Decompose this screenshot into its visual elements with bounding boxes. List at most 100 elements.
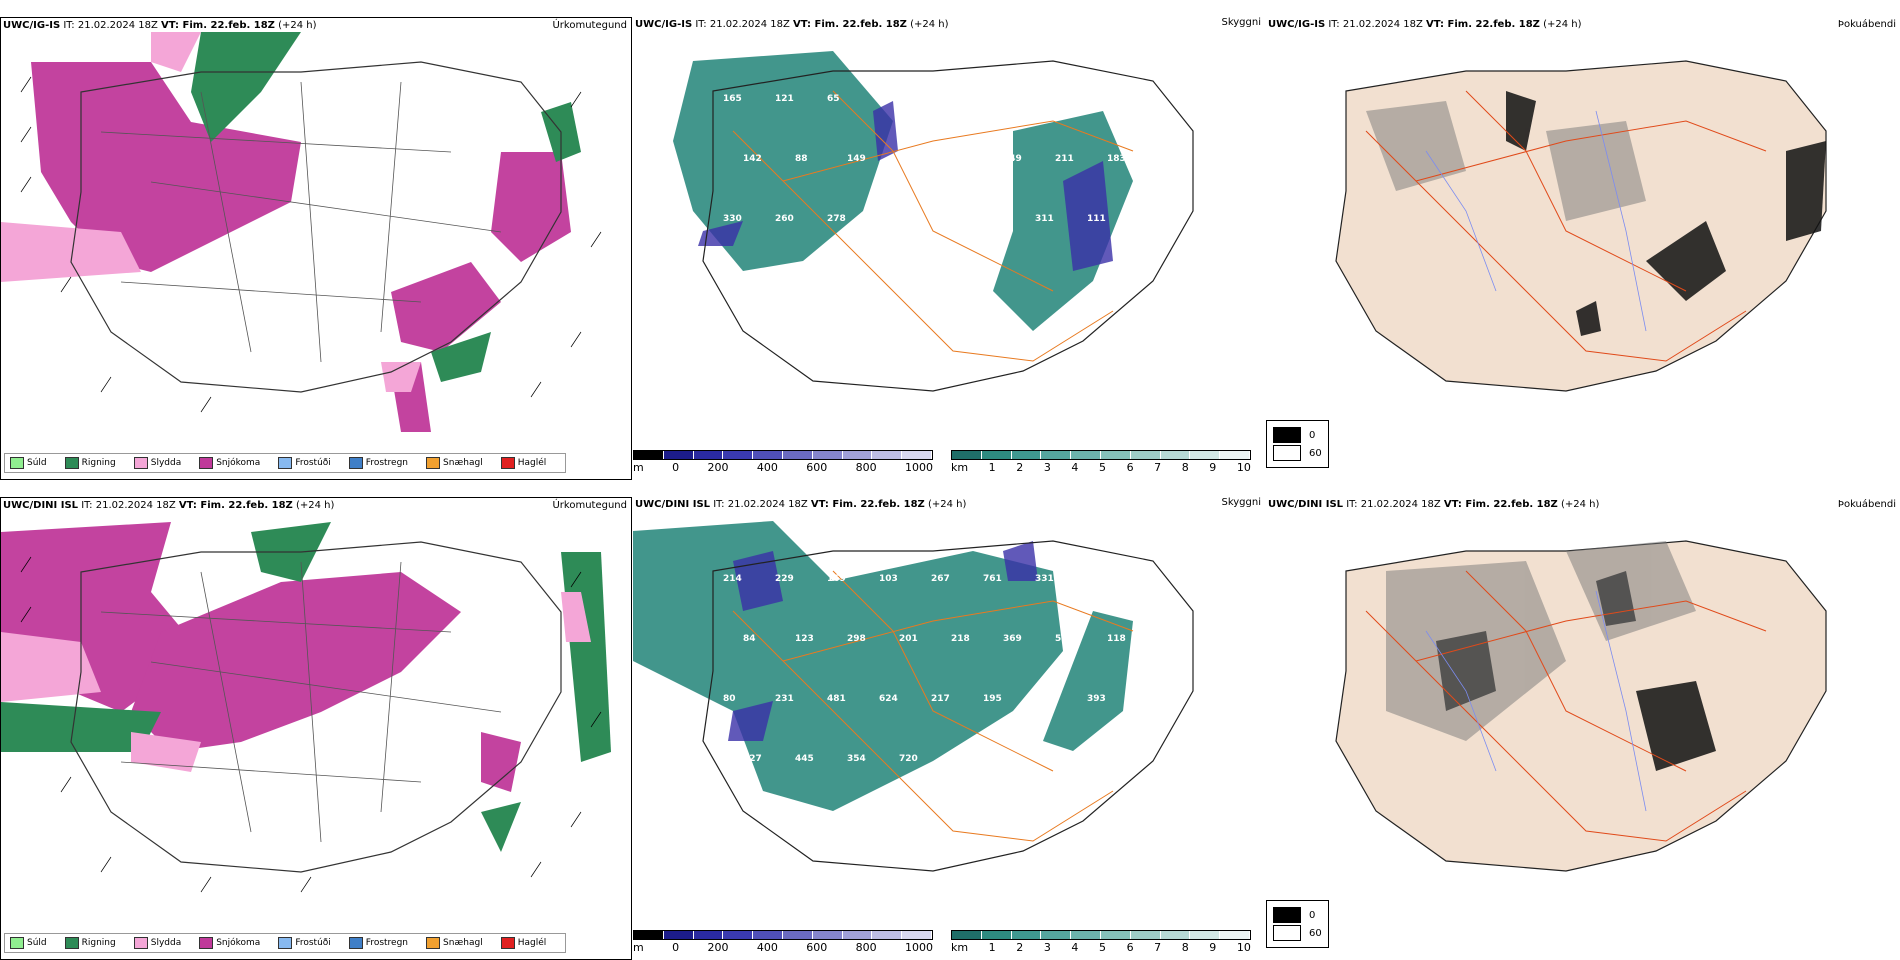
legend-swatch xyxy=(10,457,24,469)
legend-item: Frostúði xyxy=(278,457,331,469)
cloud-base-label: 354 xyxy=(847,754,866,764)
cbar-km-top: km 1 2 3 4 5 6 7 8 9 10 xyxy=(951,450,1251,474)
fog-header-top: UWC/IG-IS IT: 21.02.2024 18Z VT: Fim. 22… xyxy=(1268,19,1582,30)
cloud-base-label: 165 xyxy=(931,94,950,104)
legend-swatch xyxy=(64,937,79,949)
cloud-base-label: 218 xyxy=(795,274,814,284)
cloud-map-top: 165 121 65 251 165 257 124 273 142 88 149 209 299 249… xyxy=(673,51,1194,392)
cloud-panel-top: UWC/IG-IS IT: 21.02.2024 18Z VT: Fim. 22… xyxy=(633,17,1265,480)
cloud-base-label: 142 xyxy=(743,154,762,164)
legend-item: Haglél xyxy=(500,937,546,949)
cbar-m-bottom: m 0 200 400 600 800 1000 xyxy=(633,930,933,954)
cloud-base-label: 227 xyxy=(743,754,762,764)
legend-swatch xyxy=(199,457,214,469)
cloud-base-label: 195 xyxy=(983,694,1002,704)
cloud-labels-top: 165 121 65 251 165 257 124 273 142 88 149 209 299 249… xyxy=(723,94,1126,284)
cloud-labels-bottom: 214 229 169 103 267 761 331 327 84 123 298 201 218 36… xyxy=(723,574,1126,764)
precip-map-bottom xyxy=(1,522,611,893)
cloud-base-label: 278 xyxy=(827,214,846,224)
fog-legend-item: 0 xyxy=(1273,907,1322,923)
cbar-m-ticks: m 0 200 400 600 800 1000 xyxy=(633,461,933,474)
legend-item: Snæhagl xyxy=(426,457,483,469)
cloud-base-label: 86 xyxy=(879,214,892,224)
cloud-base-label: 369 xyxy=(1003,634,1022,644)
cloud-base-label: 327 xyxy=(1087,574,1106,584)
fog-legend-swatch xyxy=(1273,925,1301,941)
precip-header-bottom: UWC/DINI ISL IT: 21.02.2024 18Z VT: Fim.… xyxy=(3,500,335,511)
cloud-base-label: 80 xyxy=(723,694,736,704)
cloud-base-label: 183 xyxy=(1107,154,1126,164)
cbar-m-top: m 0 200 400 600 800 1000 xyxy=(633,450,933,474)
legend-item: Snæhagl xyxy=(426,937,483,949)
legend-item: Frostregn xyxy=(348,937,408,949)
legend-item: Slydda xyxy=(133,457,181,469)
precip-map-top xyxy=(1,32,602,432)
cloud-base-label: 211 xyxy=(1055,154,1074,164)
precip-panel-bottom: UWC/DINI ISL IT: 21.02.2024 18Z VT: Fim.… xyxy=(0,497,632,960)
fog-legend-swatch xyxy=(1273,907,1301,923)
precip-legend-bottom: Súld Rigning Slydda Snjókoma Frostúði Fr… xyxy=(4,933,567,953)
cbar-km-bottom: km 1 2 3 4 5 6 7 8 9 10 xyxy=(951,930,1251,954)
cloud-base-label: 273 xyxy=(1087,94,1106,104)
fog-map-top xyxy=(1335,60,1827,392)
legend-swatch xyxy=(278,457,293,469)
cloud-base-label: 123 xyxy=(795,634,814,644)
fog-legend-swatch xyxy=(1273,445,1301,461)
fog-legend-item: 60 xyxy=(1273,925,1322,941)
cloud-header-bottom: UWC/DINI ISL IT: 21.02.2024 18Z VT: Fim.… xyxy=(635,499,967,510)
cloud-map-bottom: 214 229 169 103 267 761 331 327 84 123 298 201 218 36… xyxy=(633,521,1194,872)
cloud-base-label: 393 xyxy=(1087,694,1106,704)
legend-item: Frostúði xyxy=(278,937,331,949)
cloud-base-label: 84 xyxy=(743,634,756,644)
legend-swatch xyxy=(348,937,363,949)
cloud-base-label: 201 xyxy=(899,634,918,644)
cloud-base-label: 249 xyxy=(1003,154,1022,164)
cbar-km-ticks: km 1 2 3 4 5 6 7 8 9 10 xyxy=(951,461,1251,474)
legend-item: Súld xyxy=(10,457,47,469)
cloud-base-label: 251 xyxy=(879,94,898,104)
fog-legend-top: 0 60 xyxy=(1266,420,1329,468)
legend-item: Rigning xyxy=(64,937,116,949)
fog-panel-bottom: UWC/DINI ISL IT: 21.02.2024 18Z VT: Fim.… xyxy=(1266,497,1900,960)
cloud-base-label: 62 xyxy=(931,214,944,224)
legend-swatch xyxy=(133,937,148,949)
legend-item: Slydda xyxy=(133,937,181,949)
legend-swatch xyxy=(426,457,441,469)
fog-map-bottom xyxy=(1335,540,1827,872)
legend-swatch xyxy=(133,457,148,469)
legend-swatch xyxy=(348,457,363,469)
legend-item: Súld xyxy=(10,937,47,949)
cloud-header-top: UWC/IG-IS IT: 21.02.2024 18Z VT: Fim. 22… xyxy=(635,19,949,30)
cloud-base-label: 260 xyxy=(775,214,794,224)
cloud-base-label: 298 xyxy=(847,634,866,644)
legend-swatch xyxy=(500,457,515,469)
cbar-km-bar xyxy=(951,930,1251,940)
legend-item: Rigning xyxy=(64,457,116,469)
cloud-base-label: 299 xyxy=(951,154,970,164)
cloud-base-label: 131 xyxy=(743,274,762,284)
legend-swatch xyxy=(426,937,441,949)
fog-title-top: Þokuábendi xyxy=(1837,19,1896,30)
legend-swatch xyxy=(10,937,24,949)
cloud-base-label: 185 xyxy=(951,754,970,764)
fog-legend-bottom: 0 60 xyxy=(1266,900,1329,948)
cloud-base-label: 279 xyxy=(983,214,1002,224)
fog-header-bottom: UWC/DINI ISL IT: 21.02.2024 18Z VT: Fim.… xyxy=(1268,499,1600,510)
precip-legend-top: Súld Rigning Slydda Snjókoma Frostúði Fr… xyxy=(4,453,567,473)
cloud-base-label: 761 xyxy=(983,574,1002,584)
fog-title-bottom: Þokuábendi xyxy=(1837,499,1896,510)
cloud-base-label: 229 xyxy=(775,574,794,584)
legend-item: Snjókoma xyxy=(199,457,260,469)
precip-title-top: Úrkomutegund xyxy=(552,20,627,31)
cloud-base-label: 121 xyxy=(775,94,794,104)
cloud-base-label: 165 xyxy=(723,94,742,104)
cloud-title-bottom: Skyggni xyxy=(1221,497,1261,508)
cloud-base-label: 118 xyxy=(1107,634,1126,644)
cloud-base-label: 624 xyxy=(879,694,898,704)
legend-swatch xyxy=(199,937,214,949)
cloud-base-label: 103 xyxy=(879,574,898,584)
cloud-base-label: 218 xyxy=(951,634,970,644)
cloud-base-label: 257 xyxy=(983,94,1002,104)
legend-swatch xyxy=(278,937,293,949)
cloud-base-label: 481 xyxy=(827,694,846,704)
